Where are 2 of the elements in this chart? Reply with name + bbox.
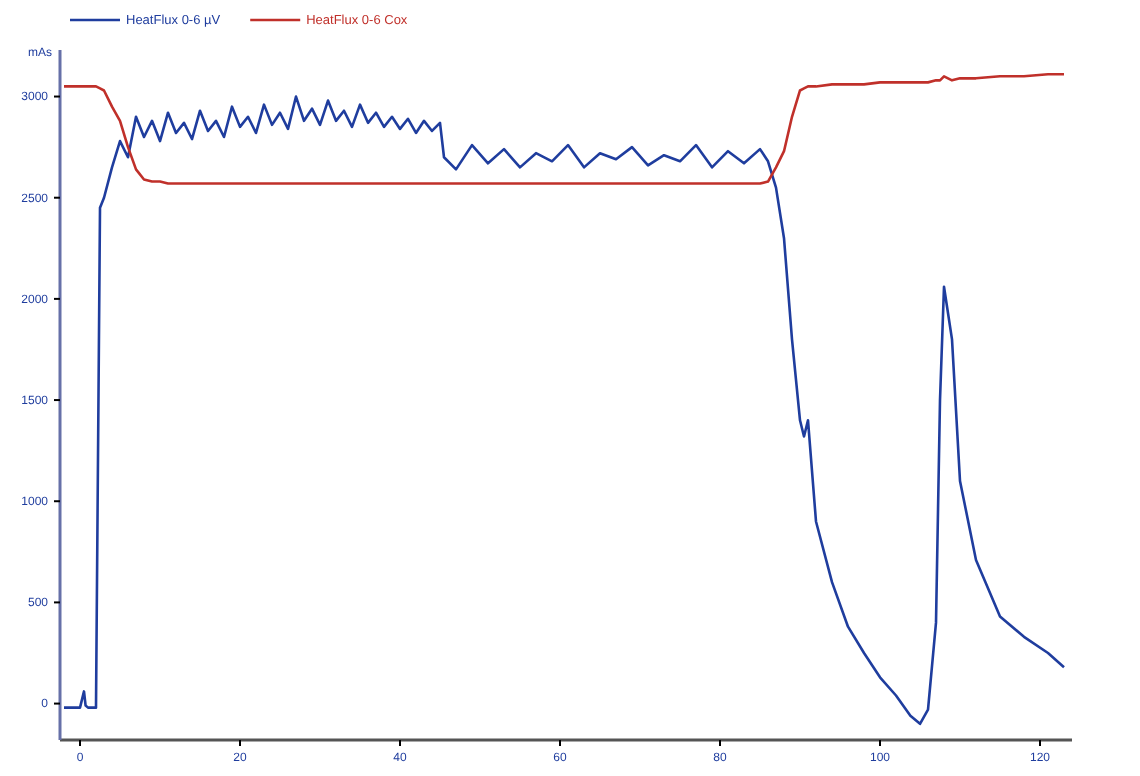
line-series [62,72,1066,185]
line-series [62,95,1066,726]
